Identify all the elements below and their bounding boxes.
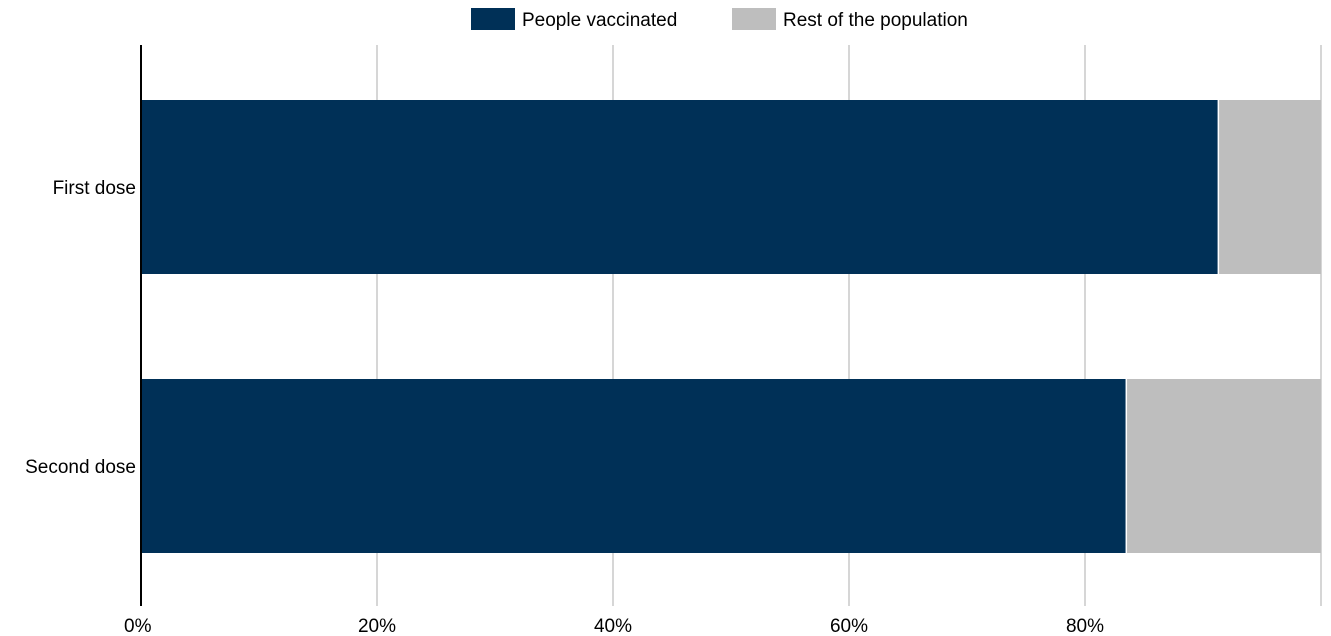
x-tick-label: 80% xyxy=(1066,616,1104,636)
legend-swatch-0 xyxy=(471,8,515,30)
x-tick-label: 20% xyxy=(358,616,396,636)
category-label: First dose xyxy=(53,178,136,199)
x-tick-label: 40% xyxy=(594,616,632,636)
bars xyxy=(141,100,1321,553)
bar-second-dose-series-0 xyxy=(141,379,1127,553)
legend-swatch-1 xyxy=(732,8,776,30)
x-tick-label: 60% xyxy=(830,616,868,636)
category-labels: First dose Second dose xyxy=(25,178,136,478)
category-label: Second dose xyxy=(25,457,136,478)
x-tick-label: 0% xyxy=(124,616,152,636)
legend-label-0: People vaccinated xyxy=(522,10,677,31)
bar-second-dose-series-1 xyxy=(1126,379,1321,553)
bar-first-dose-series-1 xyxy=(1218,100,1321,274)
legend-label-1: Rest of the population xyxy=(783,10,968,31)
bar-first-dose-series-0 xyxy=(141,100,1219,274)
legend: People vaccinated Rest of the population xyxy=(471,8,968,31)
x-tick-labels: 0% 20% 40% 60% 80% xyxy=(124,616,1104,636)
